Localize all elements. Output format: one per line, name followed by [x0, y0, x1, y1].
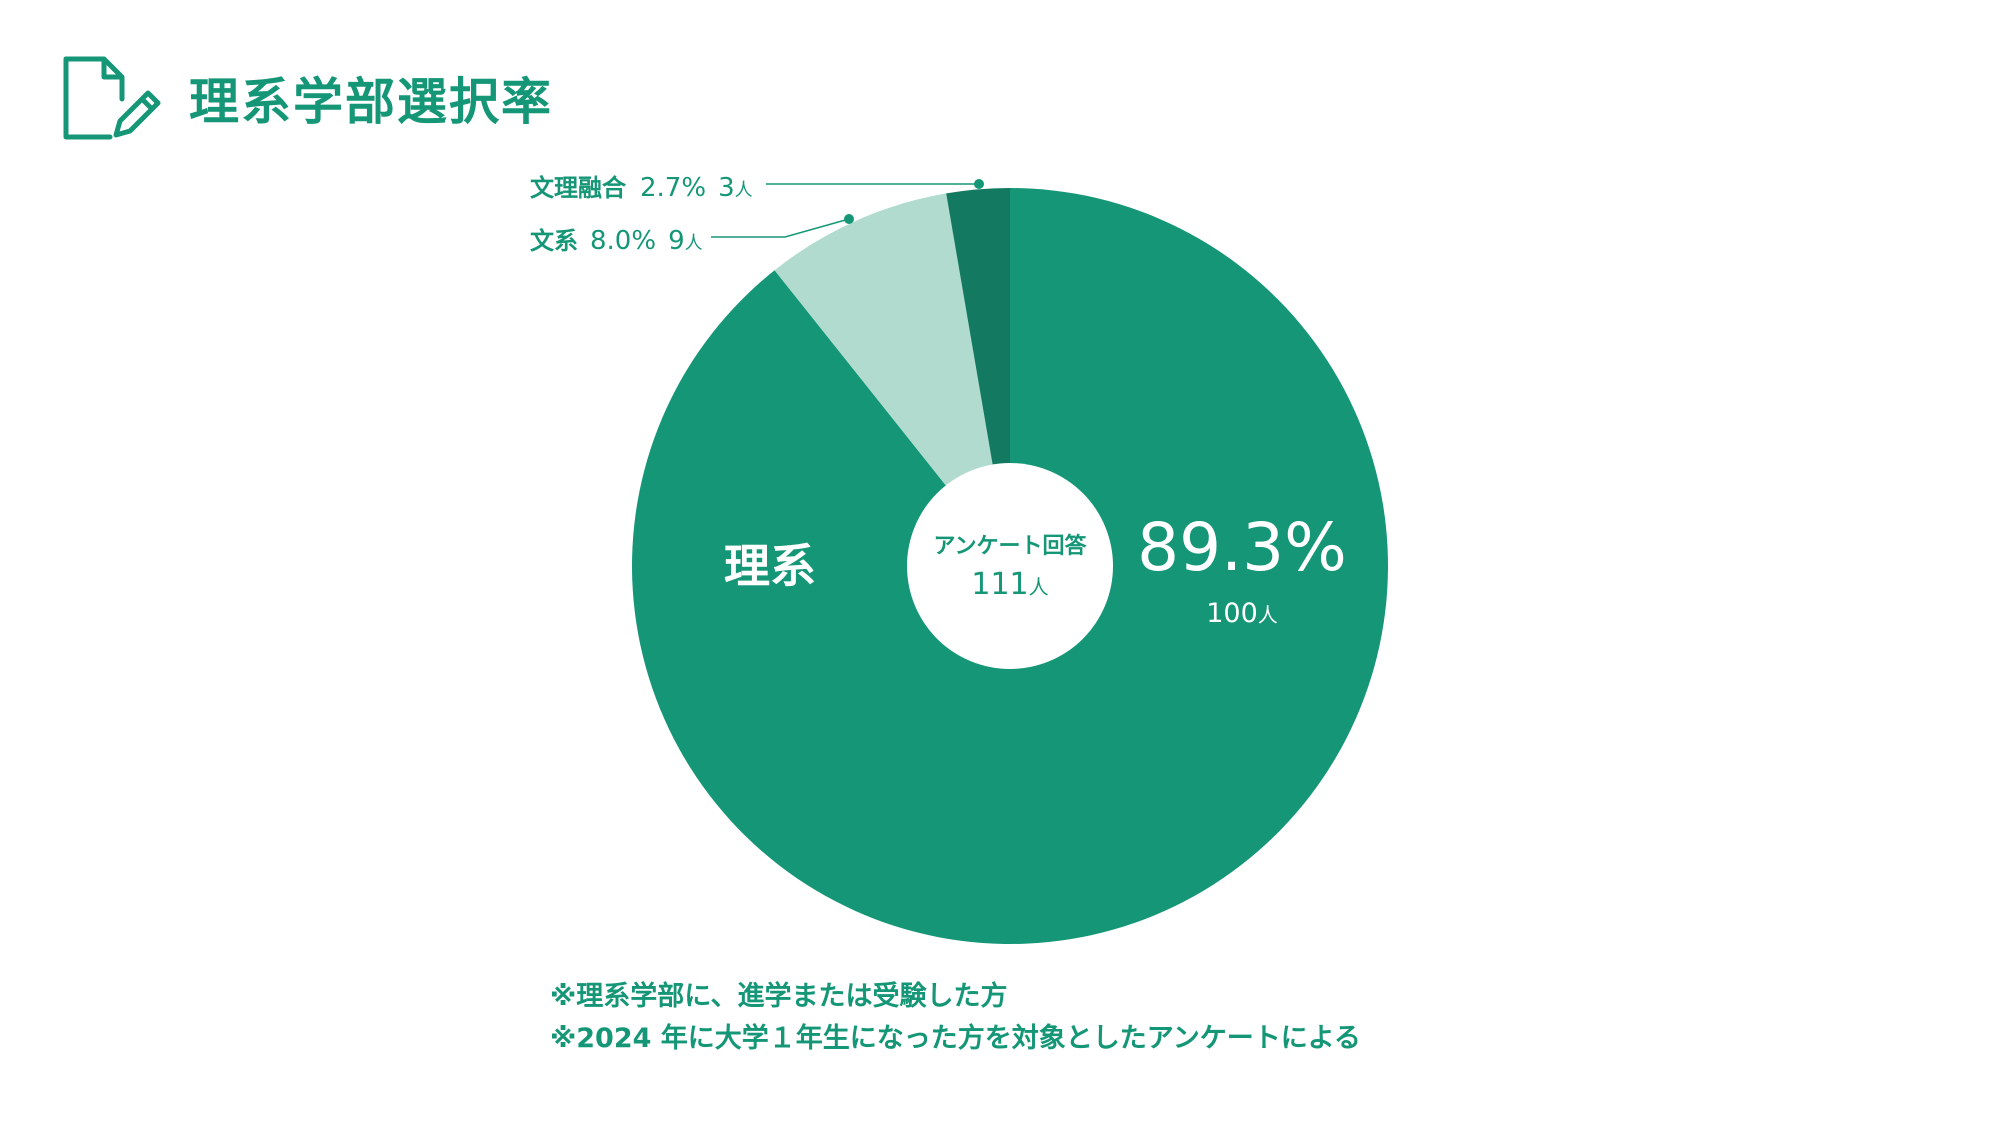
center-hole: [907, 463, 1113, 669]
slice-label-bunkei: 文系 8.0% 9人: [530, 226, 703, 256]
header: 理系学部選択率: [60, 48, 553, 148]
slice-label-rikei-name: 理系: [724, 539, 816, 593]
leader-dot-bunkei: [844, 214, 854, 224]
pie-slice-1: [774, 193, 1010, 567]
slice-label-bunri-percent: 2.7%: [640, 173, 706, 203]
footnote-1: ※理系学部に、進学または受験した方: [550, 981, 1008, 1012]
slice-label-bunri-unit: 人: [735, 180, 753, 201]
slice-label-bunkei-name: 文系: [530, 227, 578, 255]
leader-dot-bunri: [974, 179, 984, 189]
leader-lines: [711, 179, 984, 238]
slice-label-bunkei-count: 9: [668, 226, 685, 256]
document-edit-icon: [63, 56, 161, 140]
slice-label-rikei-count: 100人: [1206, 598, 1278, 629]
slice-label-rikei-percent: 89.3%: [1137, 509, 1347, 586]
slice-label-bunkei-percent: 8.0%: [590, 226, 656, 256]
slice-label-rikei-count-unit: 人: [1258, 603, 1278, 627]
footnote-2: ※2024 年に大学１年生になった方を対象としたアンケートによる: [550, 1023, 1361, 1054]
center-total: 111人: [971, 567, 1048, 602]
slice-label-bunri-count: 3: [718, 173, 735, 203]
center-total-count: 111: [971, 567, 1028, 602]
center-total-unit: 人: [1029, 575, 1049, 599]
leader-line-bunkei: [711, 218, 850, 238]
slice-label-bunri-name: 文理融合: [530, 174, 627, 202]
page-title: 理系学部選択率: [189, 73, 553, 131]
center-label: アンケート回答: [933, 533, 1087, 559]
footnotes: ※理系学部に、進学または受験した方 ※2024 年に大学１年生になった方を対象と…: [550, 976, 1361, 1060]
slice-label-bunkei-unit: 人: [685, 233, 703, 254]
slice-label-rikei-count-value: 100: [1206, 598, 1258, 629]
slice-label-bunri: 文理融合 2.7% 3人: [530, 173, 753, 203]
